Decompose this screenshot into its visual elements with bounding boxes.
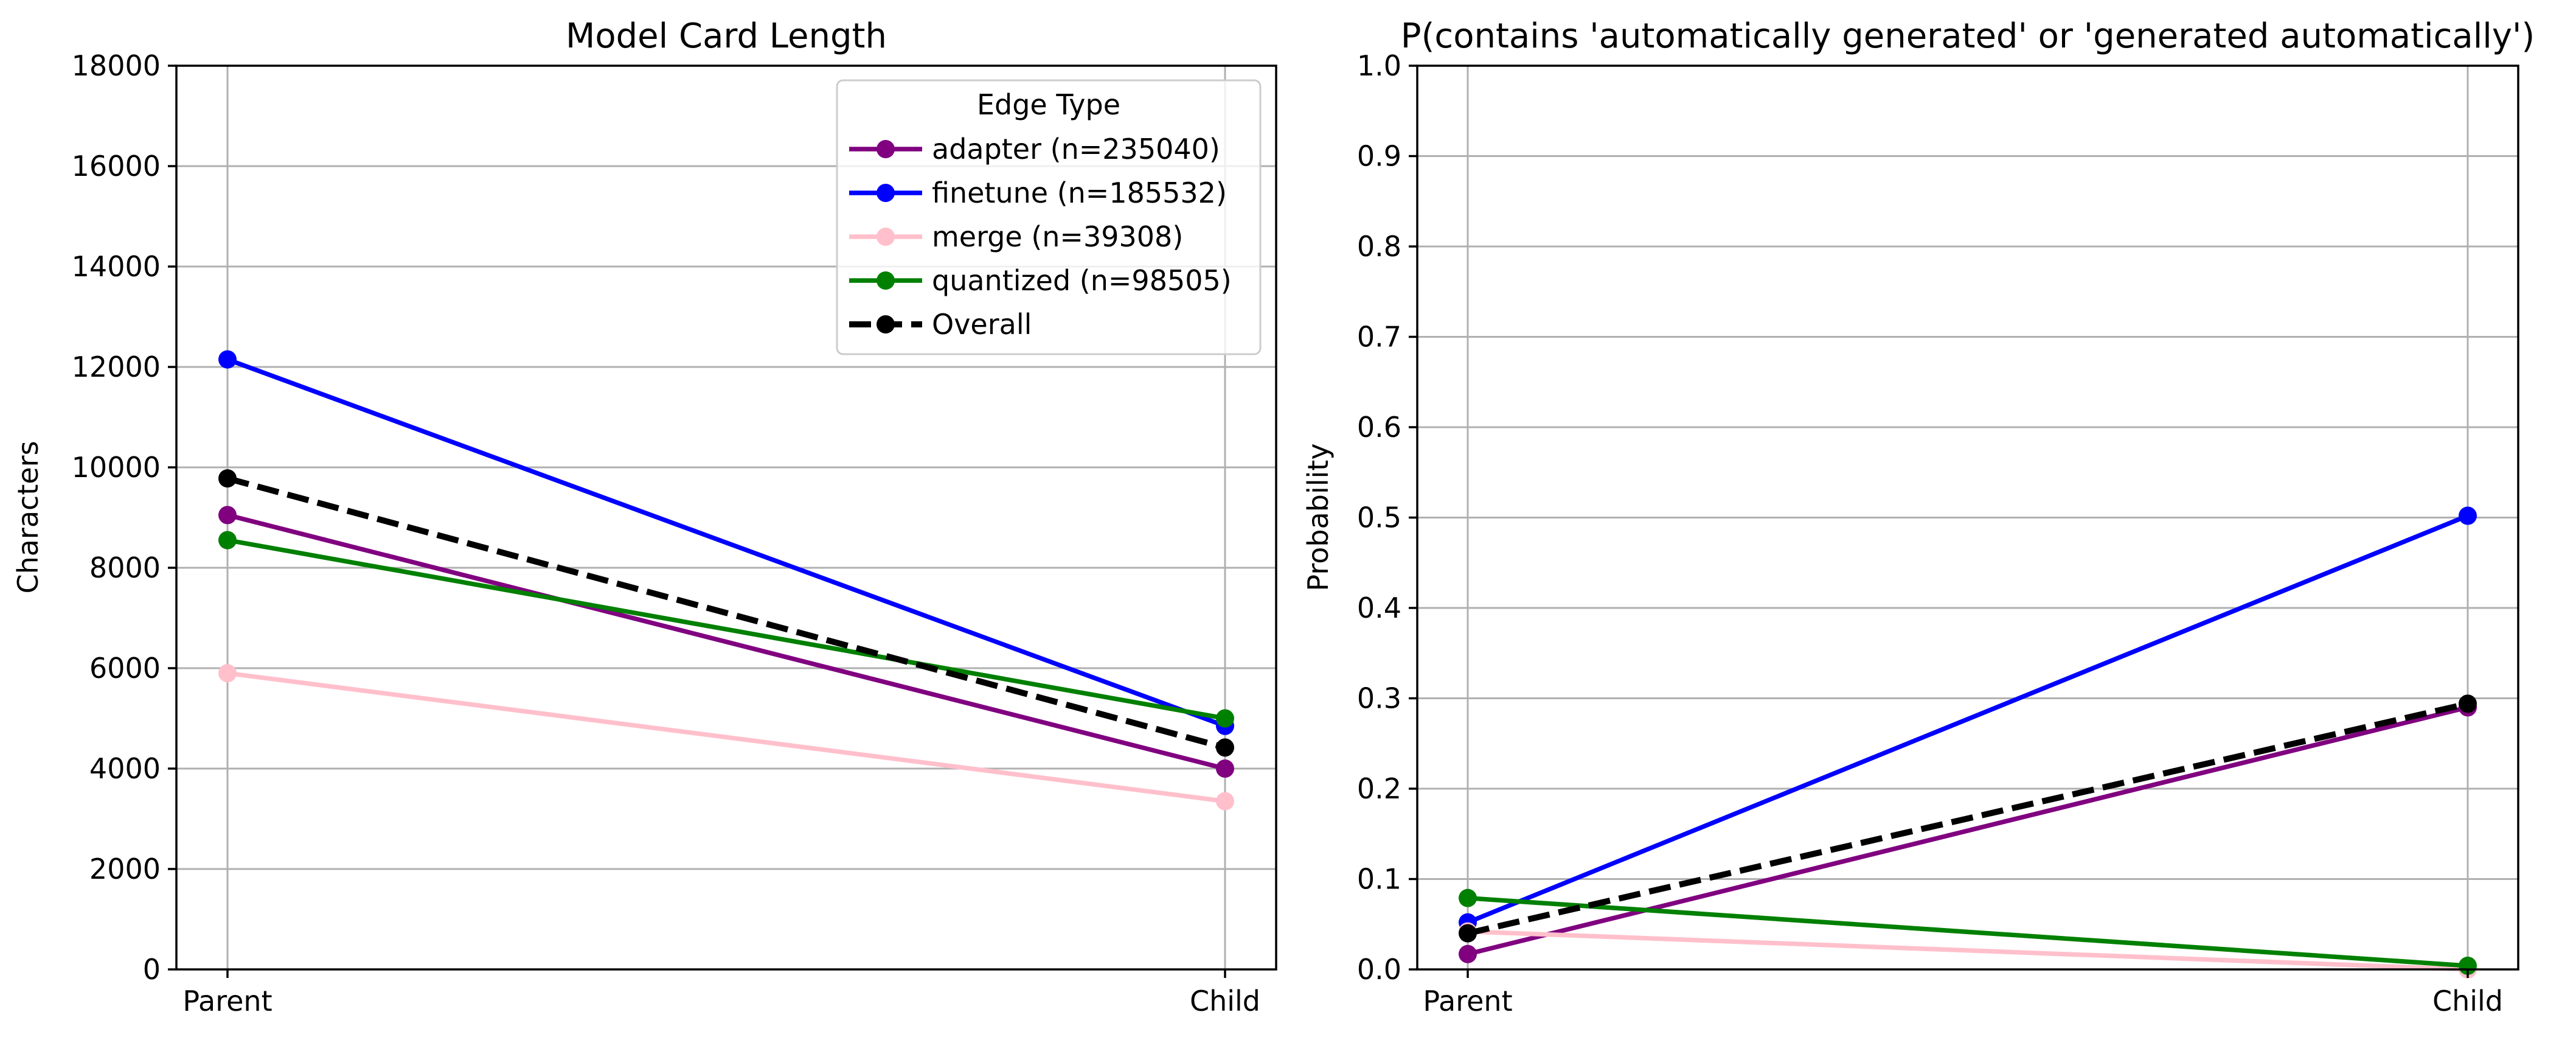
y-tick-label: 8000: [89, 551, 161, 584]
legend-swatch-marker: [877, 271, 895, 290]
series-finetune: [218, 350, 1234, 735]
legend-entry-adapter: adapter (n=235040): [849, 133, 1220, 166]
series-line: [1467, 705, 2468, 957]
legend-entry-label: finetune (n=185532): [932, 176, 1227, 209]
data-point: [218, 664, 237, 683]
data-point: [1216, 738, 1234, 757]
y-tick-label: 0.6: [1357, 411, 1401, 444]
legend-entry-label: Overall: [932, 308, 1032, 341]
legend-entry-overall: Overall: [849, 308, 1032, 341]
data-point: [1459, 888, 1477, 907]
chart-title: P(contains 'automatically generated' or …: [1401, 16, 2535, 56]
y-tick-label: 0.8: [1357, 230, 1401, 263]
y-tick-label: 0.2: [1357, 772, 1401, 805]
legend-frame: [836, 79, 1262, 355]
y-tick-label: 0.3: [1357, 682, 1401, 715]
series-line: [1467, 700, 2469, 937]
data-point: [218, 350, 237, 369]
series-quantized: [218, 531, 1234, 728]
series-line: [1467, 895, 2468, 968]
chart-title: Model Card Length: [566, 16, 887, 56]
data-point: [1216, 709, 1234, 728]
series-finetune: [1459, 506, 2477, 932]
series-line: [227, 671, 1226, 804]
data-point: [218, 469, 237, 488]
x-tick-label-child: Child: [2432, 985, 2503, 1017]
y-tick-label: 1.0: [1357, 49, 1401, 82]
x-tick-label-parent: Parent: [1423, 985, 1512, 1017]
legend-entry-label: merge (n=39308): [932, 220, 1183, 253]
data-point: [2459, 506, 2477, 525]
data-point: [1216, 759, 1234, 778]
legend-entry-label: adapter (n=235040): [932, 133, 1220, 166]
series-overall: [218, 469, 1234, 757]
x-tick-label-child: Child: [1190, 985, 1260, 1017]
y-tick-label: 0.5: [1357, 501, 1401, 534]
data-point: [1459, 924, 1477, 943]
legend-title: Edge Type: [977, 88, 1120, 121]
legend-entry-finetune: finetune (n=185532): [849, 176, 1227, 209]
y-tick-label: 0.1: [1357, 863, 1401, 896]
legend-entry-merge: merge (n=39308): [849, 220, 1183, 253]
series-line: [1467, 929, 2468, 972]
y-tick-label: 0.7: [1357, 321, 1401, 354]
legend-swatch-marker: [877, 140, 895, 158]
series-merge: [218, 664, 1234, 811]
y-tick-label: 16000: [72, 150, 161, 183]
series-line: [227, 512, 1226, 771]
legend-swatch-marker: [877, 184, 895, 202]
y-tick-label: 4000: [89, 752, 161, 785]
y-tick-label: 0.0: [1357, 953, 1401, 986]
series-line: [1467, 514, 2469, 925]
series-adapter: [218, 506, 1234, 778]
y-tick-label: 0.9: [1357, 140, 1401, 173]
series-line: [227, 537, 1226, 721]
series-overall: [1459, 694, 2477, 943]
legend: Edge Type adapter (n=235040) finetune (n=1…: [836, 79, 1262, 355]
legend-swatch-marker: [877, 228, 895, 246]
y-tick-label: 6000: [89, 652, 161, 685]
y-tick-label: 18000: [72, 49, 161, 82]
y-tick-label: 2000: [89, 853, 161, 885]
legend-entry-quantized: quantized (n=98505): [849, 264, 1232, 297]
y-tick-label: 0: [143, 953, 161, 986]
data-point: [1459, 944, 1477, 963]
data-point: [218, 506, 237, 525]
legend-entry-label: quantized (n=98505): [932, 264, 1232, 297]
chart-auto-generated-probability: 0.0 0.1 0.2 0.3 0.4 0.5 0.6 0.7 0.8 0.9 1.0 Parent C…: [1302, 16, 2535, 1017]
legend-swatch-marker: [877, 315, 895, 333]
y-tick-label: 10000: [72, 451, 161, 484]
y-tick-label: 14000: [72, 250, 161, 283]
y-tick-label: 0.4: [1357, 592, 1401, 624]
y-axis-label: Characters: [12, 441, 44, 593]
x-tick-label-parent: Parent: [182, 985, 272, 1017]
y-axis-label: Probability: [1302, 443, 1335, 591]
series-line: [226, 475, 1226, 751]
data-point: [2459, 694, 2477, 713]
series-line: [226, 357, 1226, 728]
y-tick-label: 12000: [72, 351, 161, 383]
chart-model-card-length: 0 2000 4000 6000 8000 10000 12000 14000 16000 180…: [12, 16, 1277, 1017]
data-point: [1216, 792, 1234, 811]
axes-frame: [175, 65, 1277, 971]
data-point: [218, 531, 237, 550]
